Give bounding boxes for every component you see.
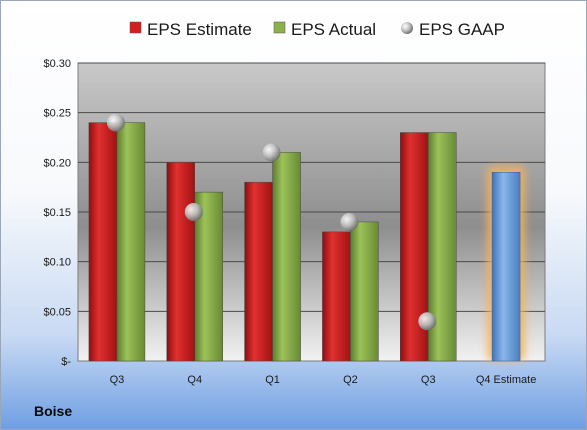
- x-category-label: Q1: [265, 374, 280, 386]
- grid-lines: [78, 62, 545, 312]
- y-tick-label: $0.30: [43, 58, 71, 70]
- eps-estimate-bar: [88, 122, 118, 362]
- bar-series: [88, 122, 526, 362]
- eps-actual-bar: [350, 221, 379, 362]
- legend-eps-actual: EPS Actual: [273, 20, 376, 39]
- y-tick-label: $-: [61, 356, 71, 368]
- q4-estimate-bar: [491, 172, 521, 362]
- x-axis: Q3 Q4 Q1 Q2 Q3 Q4 Estimate: [110, 374, 537, 386]
- x-category-label: Q4 Estimate: [476, 374, 537, 386]
- eps-gaap-marker: [184, 203, 203, 221]
- eps-gaap-marker: [340, 212, 359, 231]
- y-tick-label: $0.15: [43, 207, 71, 219]
- eps-estimate-bar: [244, 181, 273, 362]
- x-category-label: Q4: [187, 374, 202, 386]
- legend-swatch: [129, 21, 142, 34]
- company-name: Boise: [34, 403, 73, 419]
- legend-swatch: [273, 21, 286, 34]
- x-category-label: Q3: [110, 374, 125, 386]
- eps-estimate-bar: [322, 231, 351, 362]
- y-tick-label: $0.10: [43, 257, 71, 269]
- eps-estimate-bar: [166, 162, 195, 362]
- x-category-label: Q2: [343, 374, 358, 386]
- eps-actual-bar: [116, 122, 146, 362]
- y-axis: $- $0.05 $0.10 $0.15 $0.20 $0.25 $0.30: [43, 58, 71, 368]
- legend-swatch: [401, 22, 413, 34]
- eps-gaap-marker: [262, 143, 281, 162]
- x-category-label: Q3: [421, 374, 436, 386]
- y-tick-label: $0.05: [43, 306, 71, 318]
- legend-label: EPS Actual: [291, 20, 376, 39]
- eps-actual-bar: [272, 152, 301, 362]
- eps-actual-bar: [194, 191, 223, 362]
- legend-eps-estimate: EPS Estimate: [129, 20, 252, 39]
- legend: EPS Estimate EPS Actual EPS GAAP: [129, 20, 505, 39]
- eps-gaap-marker: [106, 113, 125, 132]
- y-tick-label: $0.20: [43, 157, 71, 169]
- legend-label: EPS GAAP: [419, 20, 505, 39]
- legend-eps-gaap: EPS GAAP: [401, 20, 505, 39]
- y-tick-label: $0.25: [43, 108, 71, 120]
- legend-label: EPS Estimate: [147, 20, 252, 39]
- eps-gaap-marker: [418, 312, 437, 331]
- gaap-markers: [106, 113, 437, 331]
